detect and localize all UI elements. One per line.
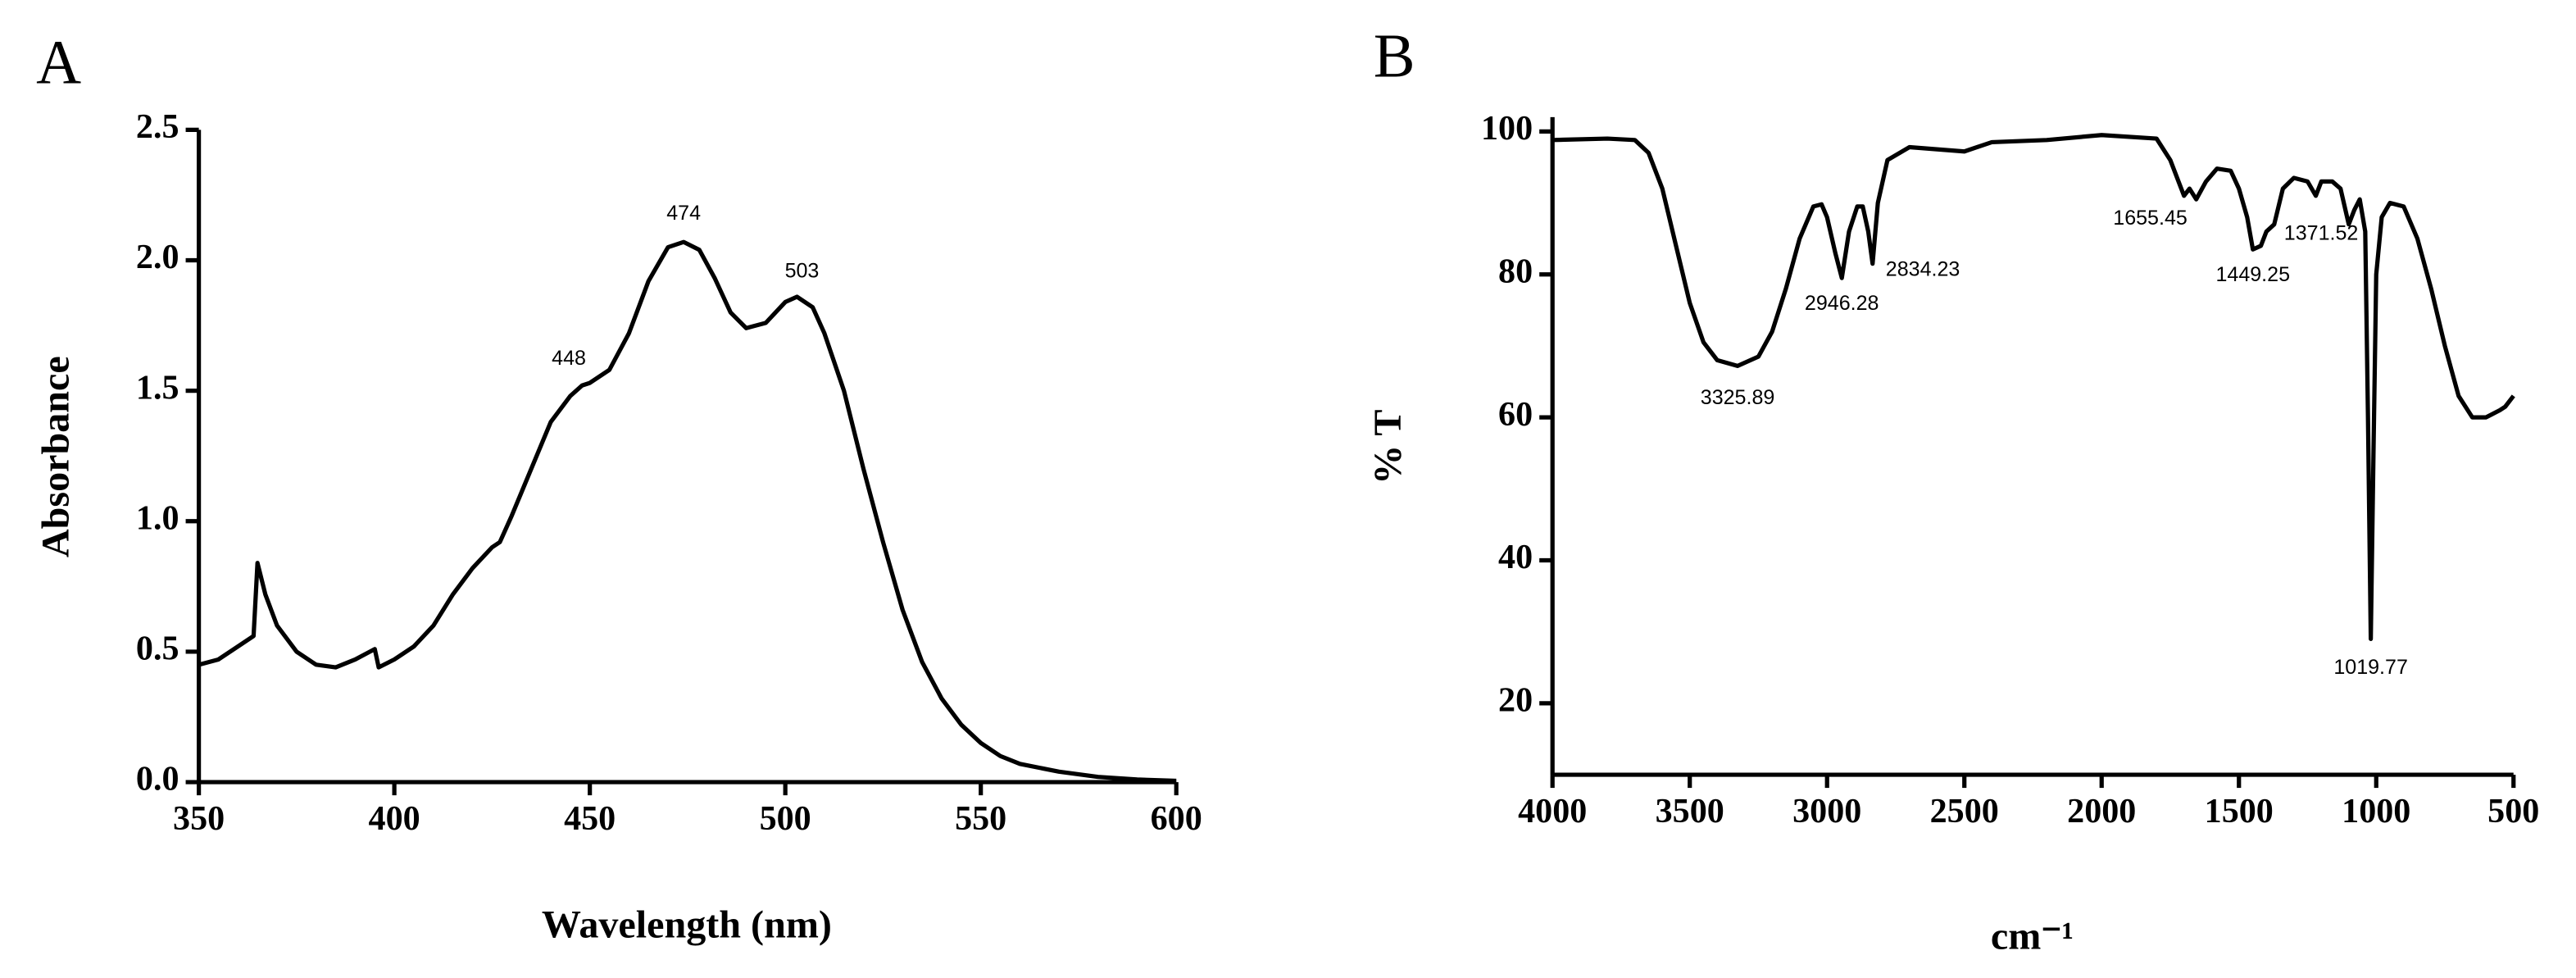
- x-tick-label: 1500: [2205, 792, 2274, 830]
- y-axis-title: Absorbance: [34, 356, 77, 557]
- x-tick-label: 450: [564, 799, 616, 838]
- y-tick-label: 1.0: [136, 498, 179, 537]
- peak-label: 474: [666, 202, 701, 225]
- x-tick-label: 600: [1151, 799, 1202, 838]
- x-tick-label: 500: [760, 799, 811, 838]
- peak-label: 2946.28: [1805, 292, 1879, 315]
- y-tick-label: 20: [1498, 681, 1533, 720]
- y-tick-label: 60: [1498, 395, 1533, 434]
- peak-label: 1371.52: [2284, 221, 2359, 244]
- peak-label: 2834.23: [1886, 257, 1960, 280]
- panel-label: B: [1374, 22, 1415, 91]
- x-tick-label: 2000: [2067, 792, 2136, 830]
- x-axis-title: Wavelength (nm): [542, 903, 832, 946]
- x-tick-label: 1000: [2342, 792, 2410, 830]
- y-tick-label: 100: [1481, 109, 1533, 148]
- peak-label: 503: [785, 260, 820, 283]
- y-tick-label: 40: [1498, 538, 1533, 576]
- x-tick-label: 3000: [1792, 792, 1861, 830]
- y-axis-title: % T: [1366, 410, 1410, 484]
- peak-label: 1449.25: [2215, 263, 2290, 286]
- chart: B 4000 3500 3000 2500 2000 1500 1000 500 20 40 60 80…: [1366, 22, 2540, 958]
- x-tick-label: 400: [369, 799, 420, 838]
- x-tick-label: 550: [955, 799, 1006, 838]
- x-tick-label: 4000: [1518, 792, 1587, 830]
- y-tick-label: 80: [1498, 252, 1533, 290]
- x-tick-label: 3500: [1656, 792, 1724, 830]
- y-tick-label: 1.5: [136, 368, 179, 407]
- x-axis-title: cm⁻¹: [1991, 915, 2074, 958]
- x-tick-label: 2500: [1930, 792, 1999, 830]
- x-tick-label: 500: [2487, 792, 2539, 830]
- y-tick-label: 0.5: [136, 630, 179, 668]
- peak-label: 3325.89: [1701, 386, 1775, 409]
- x-tick-label: 350: [173, 799, 225, 838]
- peak-label: 448: [552, 347, 586, 370]
- data-line: [198, 239, 1177, 784]
- peak-label: 1655.45: [2113, 207, 2188, 230]
- chart: A 350 400 450 500 550 600 0.0 0.5 1.0 1.5 2.0 2.5 Wav…: [34, 29, 1202, 947]
- y-tick-label: 2.5: [136, 107, 179, 146]
- y-tick-label: 2.0: [136, 238, 179, 276]
- panel-label: A: [36, 29, 81, 98]
- y-tick-label: 0.0: [136, 760, 179, 798]
- data-line: [1552, 133, 2515, 642]
- peak-label: 1019.77: [2333, 656, 2408, 679]
